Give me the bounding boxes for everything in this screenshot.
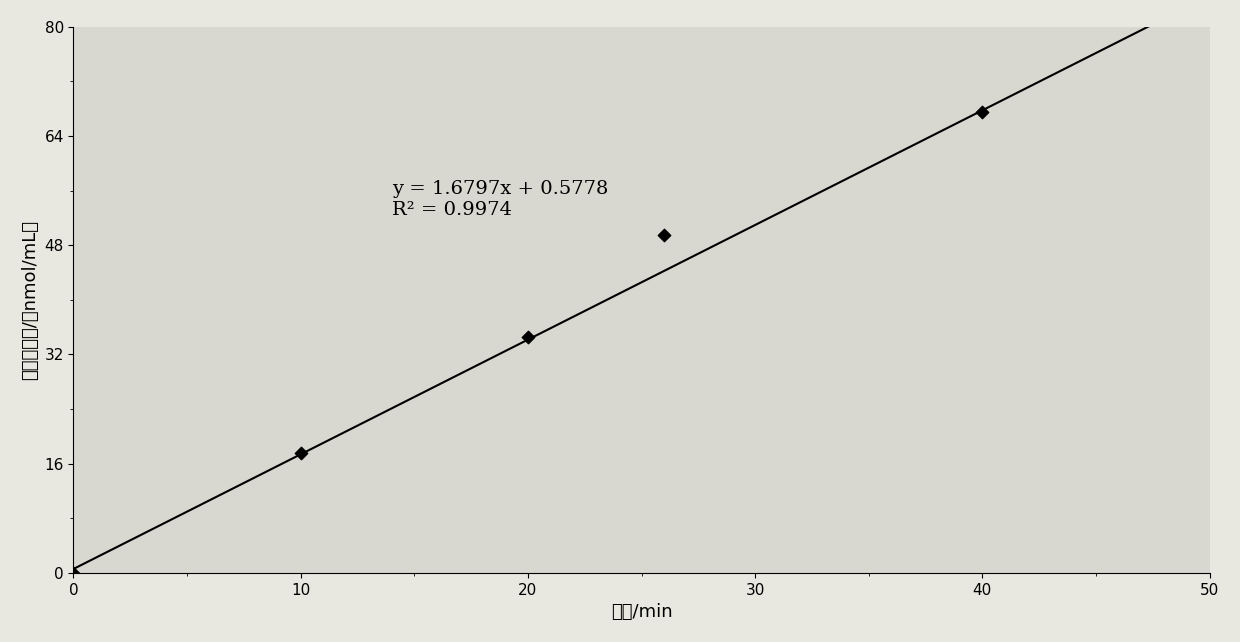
- Y-axis label: 还原糖的量/（nmol/mL）: 还原糖的量/（nmol/mL）: [21, 220, 38, 380]
- Point: [972, 107, 992, 117]
- Point: [655, 230, 675, 240]
- Point: [518, 333, 538, 343]
- Point: [290, 448, 310, 458]
- Point: [63, 568, 83, 578]
- Text: y = 1.6797x + 0.5778
R² = 0.9974: y = 1.6797x + 0.5778 R² = 0.9974: [392, 180, 608, 218]
- X-axis label: 时间/min: 时间/min: [611, 603, 672, 621]
